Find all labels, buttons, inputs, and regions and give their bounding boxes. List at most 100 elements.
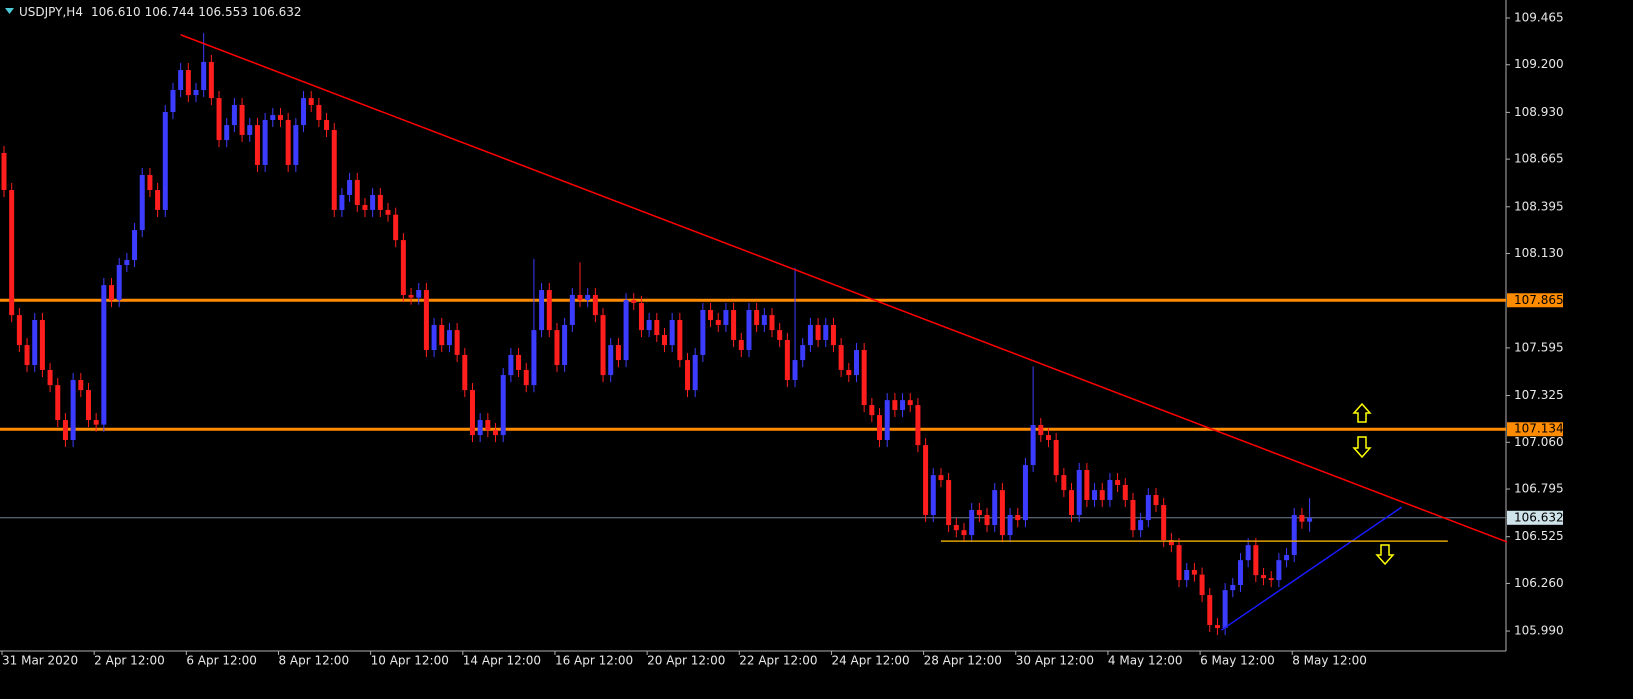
- candle-body: [531, 330, 537, 386]
- header: USDJPY,H4 106.610 106.744 106.553 106.632: [19, 5, 301, 19]
- candle-body: [201, 61, 207, 90]
- candle-body: [715, 320, 721, 325]
- candle-body: [277, 115, 283, 120]
- candle-body: [423, 290, 429, 351]
- x-tick-label: 2 Apr 12:00: [94, 654, 165, 668]
- candle-body: [1237, 560, 1243, 586]
- candle-body: [623, 300, 629, 361]
- candle-body: [930, 475, 936, 515]
- candle-body: [439, 324, 445, 346]
- x-tick-label: 8 Apr 12:00: [278, 654, 349, 668]
- candle-body: [761, 315, 767, 325]
- candle-body: [431, 324, 437, 351]
- candle-body: [193, 89, 199, 96]
- candle-body: [1038, 425, 1044, 436]
- candle-body: [853, 350, 859, 376]
- candle-body: [938, 475, 944, 481]
- candle-body: [247, 125, 253, 135]
- arrow-icons: [1352, 402, 1395, 566]
- candle-body: [239, 104, 245, 135]
- candle-body: [1268, 578, 1274, 581]
- level-tag-label: 107.134: [1514, 422, 1564, 436]
- candle-body: [39, 320, 45, 370]
- candle-body: [1161, 505, 1167, 541]
- level-tag: [1507, 293, 1563, 308]
- candle-body: [784, 339, 790, 381]
- down-arrow: [1375, 544, 1395, 566]
- candle-body: [1191, 570, 1197, 575]
- candle-body: [469, 390, 475, 436]
- candle-body: [907, 400, 913, 406]
- candle-body: [1176, 545, 1182, 581]
- candle-body: [569, 294, 575, 325]
- candle-body: [493, 430, 499, 436]
- x-tick-label: 28 Apr 12:00: [924, 654, 1002, 668]
- candle-body: [1022, 465, 1028, 521]
- candle-body: [224, 125, 230, 141]
- candle-body: [462, 354, 468, 391]
- candle-body: [900, 400, 906, 411]
- y-tick-label: 106.525: [1514, 529, 1564, 543]
- ohlc-close: 106.632: [252, 5, 302, 19]
- candle-body: [208, 61, 214, 99]
- x-tick-label: 6 May 12:00: [1200, 654, 1275, 668]
- candle-body: [846, 369, 852, 376]
- candle-body: [393, 214, 399, 241]
- candle-body: [1207, 595, 1213, 626]
- candle-body: [216, 98, 222, 141]
- candle-body: [976, 510, 982, 515]
- y-tick-label: 107.060: [1514, 435, 1564, 449]
- candle-body: [93, 420, 99, 425]
- candle-body: [838, 345, 844, 370]
- candle-body: [155, 190, 161, 210]
- x-tick-label: 20 Apr 12:00: [647, 654, 725, 668]
- candle-body: [116, 264, 122, 301]
- y-tick-label: 105.990: [1514, 624, 1564, 638]
- x-tick-label: 4 May 12:00: [1108, 654, 1183, 668]
- candle-body: [877, 415, 883, 440]
- candle-body: [185, 70, 191, 96]
- ohlc-low: 106.553: [198, 5, 248, 19]
- candle-body: [1030, 425, 1036, 466]
- candle-body: [1, 152, 7, 191]
- candle-body: [354, 179, 360, 206]
- candle-body: [347, 179, 353, 195]
- candle-body: [523, 369, 529, 386]
- candle-body: [1253, 545, 1259, 576]
- candle-body: [1291, 514, 1297, 556]
- candle-body: [638, 302, 644, 331]
- x-tick-label: 24 Apr 12:00: [831, 654, 909, 668]
- level-tag-label: 107.865: [1514, 293, 1564, 307]
- candle-body: [1007, 514, 1013, 536]
- candle-body: [78, 380, 84, 391]
- bottom-panel: [0, 652, 1507, 699]
- ohlc-high: 106.744: [145, 5, 195, 19]
- x-tick-label: 22 Apr 12:00: [739, 654, 817, 668]
- candle-body: [1214, 625, 1220, 629]
- candle-body: [1115, 480, 1121, 485]
- candle-body: [746, 309, 752, 351]
- candle-body: [1222, 590, 1228, 629]
- candle-body: [608, 345, 614, 376]
- candle-body: [815, 324, 821, 340]
- candle-body: [562, 324, 568, 366]
- candle-body: [731, 309, 737, 340]
- candle-body: [738, 339, 744, 351]
- y-tick-label: 108.395: [1514, 199, 1564, 213]
- candle-body: [677, 320, 683, 361]
- candle-body: [62, 420, 68, 440]
- candle-body: [254, 125, 260, 165]
- y-tick-label: 108.930: [1514, 105, 1564, 119]
- candle-body: [408, 294, 414, 298]
- candle-body: [1107, 480, 1113, 500]
- candle-body: [685, 360, 691, 391]
- candle-body: [692, 354, 698, 391]
- trendline: [1220, 506, 1403, 631]
- candle-body: [769, 315, 775, 331]
- candle-body: [385, 209, 391, 215]
- candle-body: [1230, 585, 1236, 591]
- candle-body: [708, 309, 714, 321]
- candle-body: [969, 510, 975, 536]
- candle-body: [32, 320, 38, 366]
